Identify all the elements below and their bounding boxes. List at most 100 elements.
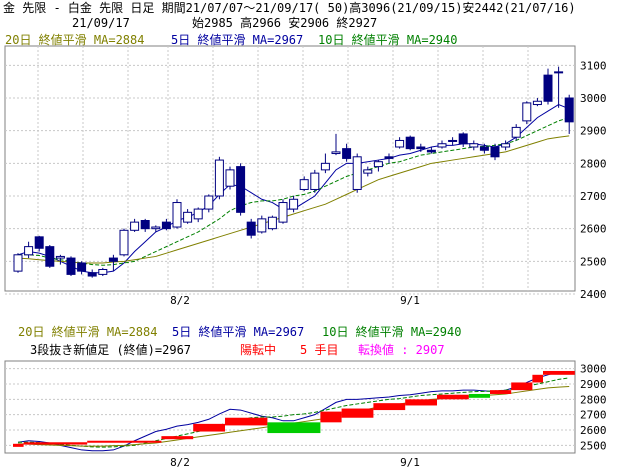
candle-body bbox=[183, 211, 193, 223]
y-tick-label: 2700 bbox=[580, 190, 607, 203]
candle-body bbox=[501, 143, 511, 148]
legend-ma10: 10日 終値平滑 MA=2940 bbox=[318, 33, 457, 47]
y-tick-label: 2400 bbox=[580, 288, 607, 301]
candle-body bbox=[204, 195, 214, 210]
shinneashi-block bbox=[543, 370, 575, 375]
candle-body bbox=[384, 156, 394, 159]
shinneashi-block bbox=[225, 417, 268, 426]
candle-body bbox=[320, 162, 330, 171]
shinneashi-block bbox=[341, 408, 374, 418]
candle-body bbox=[108, 257, 118, 262]
candle-body bbox=[331, 151, 341, 155]
x-tick-label: 8/2 bbox=[170, 294, 190, 307]
candle-body bbox=[45, 246, 55, 267]
shinneashi-block bbox=[23, 442, 88, 445]
shinneashi-block bbox=[161, 436, 194, 440]
y-tick-label: 3000 bbox=[580, 92, 607, 105]
candle-body bbox=[511, 126, 521, 138]
shinneashi-label: 3段抜き新値足 (終値)=2967 bbox=[30, 342, 191, 357]
candle-body bbox=[522, 102, 532, 122]
candle-body bbox=[373, 161, 383, 168]
candle-body bbox=[363, 169, 373, 174]
candle-body bbox=[267, 216, 277, 230]
shinneashi-block bbox=[13, 443, 24, 447]
candle-body bbox=[130, 221, 140, 231]
candle-body bbox=[24, 246, 34, 256]
candle-body bbox=[564, 97, 574, 123]
shinneashi-block bbox=[511, 382, 533, 391]
shinneashi-block bbox=[490, 390, 512, 394]
trend-status: 陽転中 bbox=[240, 342, 276, 357]
candle-body bbox=[395, 139, 405, 148]
ma-line-20日 bbox=[17, 135, 570, 264]
legend-ma20: 20日 終値平滑 MA=2884 bbox=[5, 33, 144, 47]
shinneashi-block bbox=[532, 374, 543, 383]
candle-body bbox=[416, 146, 426, 150]
candle-body bbox=[151, 226, 161, 230]
candle-body bbox=[225, 169, 235, 187]
candle-body bbox=[98, 269, 108, 275]
candle-body bbox=[310, 172, 320, 190]
sub-legend-ma5: 5日 終値平滑 MA=2967 bbox=[172, 325, 304, 339]
legend-ma5: 5日 終値平滑 MA=2967 bbox=[171, 33, 303, 47]
sub-legend-ma10: 10日 終値平滑 MA=2940 bbox=[322, 325, 461, 339]
y-tick-label: 2700 bbox=[580, 409, 607, 422]
candle-body bbox=[161, 221, 171, 230]
candle-body bbox=[469, 143, 479, 148]
sub-legend-ma20: 20日 終値平滑 MA=2884 bbox=[18, 325, 157, 339]
candle-body bbox=[342, 148, 352, 159]
candle-body bbox=[554, 71, 564, 74]
candle-body bbox=[458, 133, 468, 145]
y-tick-label: 2500 bbox=[580, 439, 607, 452]
candle-body bbox=[426, 149, 436, 153]
shinneashi-block bbox=[373, 403, 406, 411]
shinneashi-block bbox=[267, 422, 321, 434]
y-tick-label: 3100 bbox=[580, 59, 607, 72]
shinneashi-block bbox=[405, 399, 437, 406]
candle-body bbox=[543, 74, 553, 102]
shinneashi-chart: 2500 2600 2700 2800 2900 3000 8/2 9/1 20日 終値平滑… bbox=[4, 325, 607, 469]
candle-body bbox=[66, 257, 76, 275]
shinneashi-block bbox=[468, 393, 490, 398]
candle-body bbox=[479, 146, 489, 151]
candle-body bbox=[289, 198, 299, 210]
candle-body bbox=[257, 218, 267, 233]
y-tick-label: 2500 bbox=[580, 255, 607, 268]
candle-body bbox=[140, 220, 150, 230]
shinneashi-block bbox=[437, 394, 469, 400]
candle-body bbox=[193, 208, 203, 220]
shinneashi-block bbox=[87, 440, 162, 443]
shinneashi-block bbox=[193, 423, 225, 432]
candle-body bbox=[278, 202, 288, 223]
shinneashi-block bbox=[320, 411, 342, 423]
y-tick-label: 2900 bbox=[580, 125, 607, 138]
sub-ma-line-10日 bbox=[18, 377, 570, 448]
y-tick-label: 2600 bbox=[580, 223, 607, 236]
x-tick-label: 9/1 bbox=[400, 456, 420, 469]
x-tick-label: 8/2 bbox=[170, 456, 190, 469]
price-plot-area bbox=[4, 45, 576, 292]
y-tick-label: 2800 bbox=[580, 393, 607, 406]
candle-body bbox=[246, 221, 256, 236]
y-tick-label: 3000 bbox=[580, 363, 607, 376]
candle-body bbox=[172, 202, 182, 228]
candle-body bbox=[236, 166, 246, 213]
y-tick-label: 2800 bbox=[580, 157, 607, 170]
candle-body bbox=[437, 143, 447, 148]
reversal-value: 転換値 : 2907 bbox=[358, 342, 445, 357]
shinneashi-plot-area bbox=[4, 360, 576, 454]
x-tick-label: 9/1 bbox=[400, 294, 420, 307]
candle-body bbox=[352, 156, 362, 190]
candle-body bbox=[214, 159, 224, 197]
candle-body bbox=[299, 179, 309, 190]
candle-body bbox=[448, 139, 458, 142]
candle-body bbox=[55, 255, 65, 259]
candle-body bbox=[13, 254, 23, 272]
chart-header: 金 先限 - 白金 先限 日足 期間21/07/07～21/09/17( 50)… bbox=[0, 0, 624, 33]
candle-body bbox=[119, 229, 129, 256]
y-tick-label: 2900 bbox=[580, 378, 607, 391]
step-count: 5 手目 bbox=[300, 343, 338, 357]
ohlc-values: 始2985 高2966 安2906 終2927 bbox=[192, 16, 378, 30]
period-summary: 金 先限 - 白金 先限 日足 期間21/07/07～21/09/17( 50)… bbox=[3, 1, 576, 15]
